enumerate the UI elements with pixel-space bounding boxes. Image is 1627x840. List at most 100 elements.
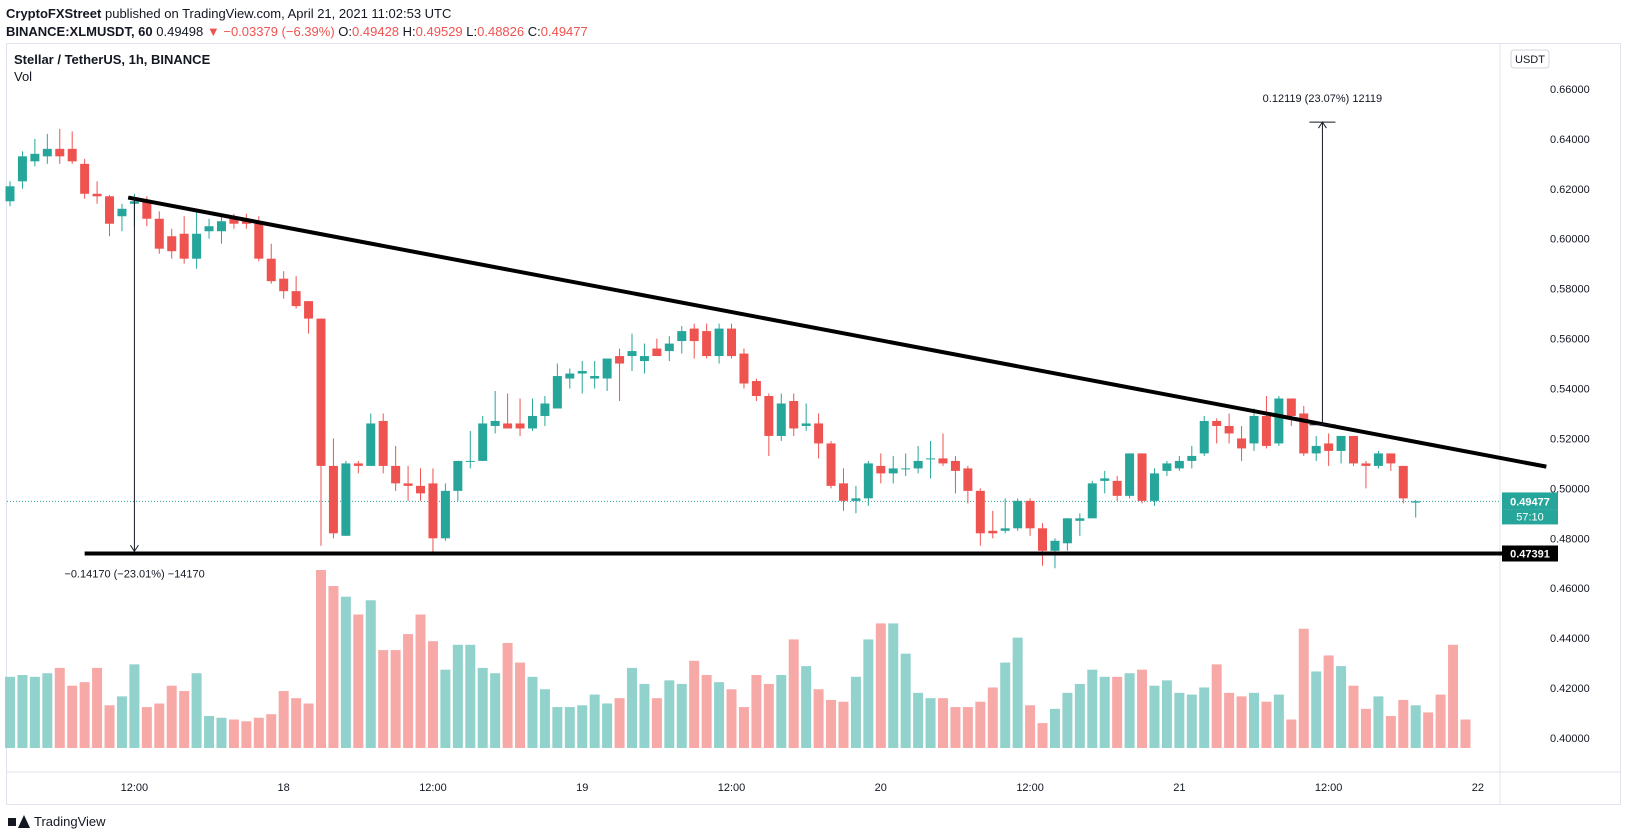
volume-bar [539, 689, 550, 748]
x-tick-label: 22 [1472, 782, 1484, 794]
volume-bar [1286, 719, 1297, 748]
volume-bar [365, 600, 376, 748]
candle-body [1137, 453, 1147, 501]
candle-body [403, 483, 413, 486]
x-tick-label: 19 [576, 782, 588, 794]
candle-body [279, 278, 289, 292]
volume-bar [241, 721, 252, 748]
y-tick-label: 0.52000 [1550, 433, 1590, 445]
volume-bar [1348, 685, 1359, 748]
candle-body [254, 223, 264, 259]
volume-bar [1323, 655, 1334, 748]
close-label: C: [527, 24, 541, 39]
volume-bar [788, 639, 799, 748]
publish-info: CryptoFXStreet published on TradingView.… [6, 6, 451, 21]
volume-bar [938, 698, 948, 748]
candle-body [1299, 413, 1309, 454]
x-tick-label: 12:00 [718, 782, 746, 794]
volume-bar [975, 701, 986, 748]
candle-body [552, 376, 562, 409]
volume-bar [5, 676, 15, 748]
candle-body [5, 186, 15, 202]
volume-bar [1460, 719, 1471, 748]
volume-bar [1273, 694, 1284, 748]
candle-body [1162, 463, 1172, 471]
volume-bar [701, 675, 712, 748]
volume-bar [888, 623, 899, 748]
candle-body [751, 381, 761, 396]
volume-bar [726, 689, 737, 748]
candle-body [1187, 455, 1197, 461]
volume-bar [1398, 699, 1409, 748]
volume-bar [552, 707, 563, 748]
candle-body [167, 236, 177, 252]
tradingview-footer[interactable]: TradingView [8, 814, 106, 829]
volume-bar [714, 682, 725, 748]
volume-bar [1298, 628, 1309, 748]
y-tick-label: 0.42000 [1550, 683, 1590, 695]
volume-bar [1224, 692, 1235, 748]
candle-body [17, 156, 27, 182]
candle-body [1324, 443, 1334, 451]
currency-label: USDT [1515, 54, 1545, 66]
currency-box [1510, 49, 1550, 69]
volume-bar [216, 717, 227, 748]
volume-bar [1448, 644, 1459, 748]
candle-body [1311, 445, 1321, 454]
volume-bar [191, 673, 202, 748]
volume-bar [1199, 687, 1210, 748]
volume-bar [303, 703, 314, 748]
volume-bar [1149, 685, 1160, 748]
volume-bar [515, 662, 526, 748]
candle-body [1025, 500, 1035, 529]
x-tick-label: 12:00 [419, 782, 447, 794]
volume-bar [490, 673, 501, 748]
volume-bar [1074, 683, 1085, 748]
high-value: 0.49529 [415, 24, 463, 39]
candle-body [328, 465, 338, 534]
candle-body [689, 328, 699, 342]
candle-body [179, 233, 189, 259]
candle-body [1373, 453, 1383, 466]
candle-body [1349, 435, 1359, 464]
volume-bar [639, 683, 650, 748]
volume-bar [166, 685, 177, 748]
candle-body [639, 356, 649, 362]
volume-bar [92, 667, 103, 748]
publisher-name[interactable]: CryptoFXStreet [6, 6, 102, 21]
volume-bar [452, 644, 463, 748]
candle-body [1286, 398, 1296, 416]
symbol-legend: Stellar / TetherUS, 1h, BINANCE [14, 52, 211, 67]
candle-body [789, 400, 799, 429]
volume-bar [340, 596, 351, 748]
candle-body [1000, 528, 1010, 531]
volume-bar [987, 687, 998, 748]
low-value: 0.48826 [477, 24, 525, 39]
candle-body [1112, 480, 1122, 496]
volume-bar [627, 667, 637, 748]
candle-body [851, 498, 861, 501]
candle-body [876, 465, 886, 474]
volume-bar [1211, 664, 1222, 748]
volume-bar [950, 707, 961, 748]
candle-body [702, 331, 712, 357]
candle-body [888, 468, 898, 474]
y-tick-label: 0.56000 [1550, 334, 1590, 346]
chart-frame[interactable] [6, 43, 1621, 805]
volume-bar [1000, 662, 1011, 748]
candle-body [1398, 465, 1408, 499]
change-value: ▼ −0.03379 (−6.39%) [206, 24, 335, 39]
candle-body [353, 463, 363, 466]
candle-body [366, 423, 376, 466]
candle-body [664, 343, 674, 352]
y-tick-label: 0.60000 [1550, 234, 1590, 246]
volume-bar [1037, 723, 1048, 748]
volume-bar [415, 614, 426, 748]
volume-bar [589, 694, 600, 748]
candle-body [478, 423, 488, 461]
volume-bar [179, 691, 190, 748]
candle-body [1224, 425, 1234, 434]
volume-bar [1137, 669, 1148, 748]
candle-body [490, 420, 500, 426]
